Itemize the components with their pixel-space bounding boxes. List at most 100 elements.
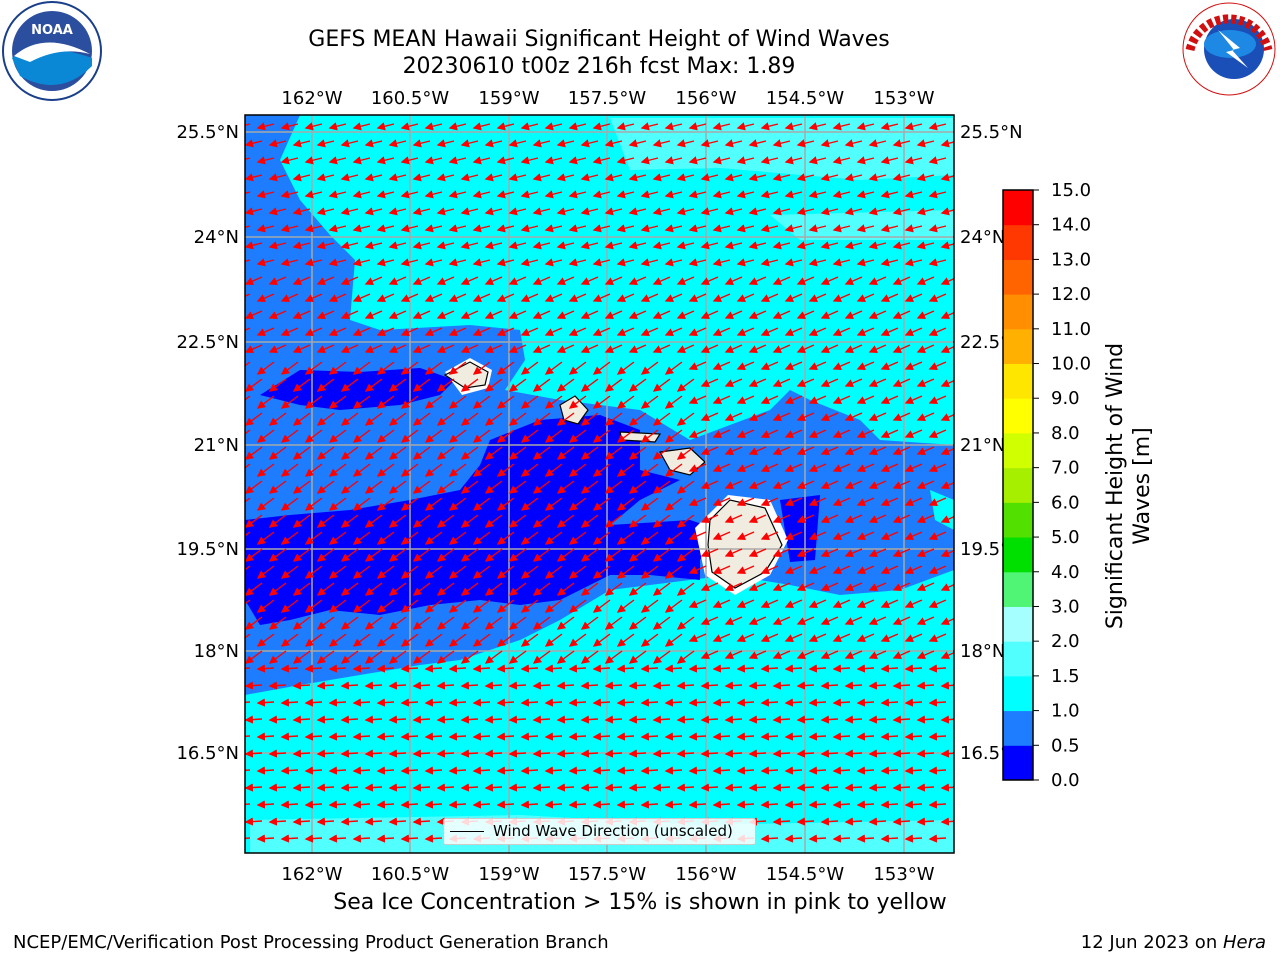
wave-direction-arrow bbox=[400, 565, 419, 579]
wave-direction-arrow bbox=[892, 173, 911, 182]
wave-direction-arrow bbox=[256, 531, 275, 545]
wave-direction-arrow bbox=[496, 732, 515, 741]
wave-direction-arrow bbox=[412, 412, 431, 426]
wave-direction-arrow bbox=[772, 378, 791, 388]
wave-direction-arrow bbox=[292, 412, 311, 426]
wave-direction-arrow bbox=[556, 715, 575, 724]
wave-direction-arrow bbox=[484, 207, 503, 216]
wave-direction-arrow bbox=[652, 173, 671, 182]
wave-direction-arrow bbox=[364, 817, 383, 826]
wave-direction-arrow bbox=[520, 633, 539, 647]
wave-direction-arrow bbox=[856, 766, 875, 775]
wave-direction-arrow bbox=[904, 497, 923, 507]
wave-direction-arrow bbox=[700, 582, 719, 592]
wave-direction-arrow bbox=[580, 207, 599, 216]
wave-direction-arrow bbox=[544, 429, 563, 443]
wave-direction-arrow bbox=[340, 378, 359, 392]
wave-direction-arrow bbox=[616, 633, 635, 647]
wave-direction-arrow bbox=[424, 732, 443, 741]
wave-direction-arrow bbox=[544, 463, 563, 477]
wave-direction-arrow bbox=[316, 650, 335, 664]
wave-direction-arrow bbox=[376, 258, 395, 267]
wave-direction-arrow bbox=[484, 241, 503, 250]
wave-direction-arrow bbox=[664, 463, 683, 477]
wave-direction-arrow bbox=[652, 749, 671, 758]
wave-direction-arrow bbox=[280, 293, 299, 303]
wave-direction-arrow bbox=[772, 817, 791, 826]
wave-direction-arrow bbox=[292, 139, 311, 148]
wave-direction-arrow bbox=[892, 378, 911, 388]
wave-direction-arrow bbox=[256, 293, 275, 303]
wave-direction-arrow bbox=[772, 241, 791, 250]
wave-direction-arrow bbox=[628, 241, 647, 250]
wave-direction-arrow bbox=[424, 463, 443, 477]
wave-direction-arrow bbox=[592, 565, 611, 579]
wave-direction-arrow bbox=[640, 463, 659, 477]
wave-direction-arrow bbox=[376, 224, 395, 233]
wave-direction-arrow bbox=[568, 497, 587, 511]
wave-direction-arrow bbox=[532, 715, 551, 724]
colorbar-tick-label: 13.0 bbox=[1051, 249, 1091, 270]
colorbar-tick-label: 7.0 bbox=[1051, 458, 1080, 479]
wave-direction-arrow bbox=[664, 497, 683, 511]
colorbar-segment bbox=[1003, 745, 1033, 781]
wave-direction-arrow bbox=[904, 698, 923, 707]
lat-tick-label-right: 18°N bbox=[960, 641, 1005, 662]
wave-direction-arrow bbox=[245, 225, 251, 228]
wave-direction-arrow bbox=[340, 207, 359, 216]
wave-direction-arrow bbox=[245, 395, 251, 401]
wave-direction-arrow bbox=[928, 497, 947, 507]
wave-direction-arrow bbox=[556, 582, 575, 596]
wave-direction-arrow bbox=[748, 749, 767, 758]
wave-direction-arrow bbox=[808, 800, 827, 809]
wave-direction-arrow bbox=[256, 395, 275, 409]
wave-direction-arrow bbox=[304, 565, 323, 579]
wave-direction-arrow bbox=[892, 412, 911, 422]
wave-direction-arrow bbox=[724, 582, 743, 592]
wave-direction-arrow bbox=[364, 650, 383, 664]
wave-direction-arrow bbox=[736, 395, 755, 405]
wave-direction-arrow bbox=[700, 681, 719, 690]
wave-direction-arrow bbox=[892, 616, 911, 626]
wave-direction-arrow bbox=[880, 698, 899, 707]
wave-direction-arrow bbox=[712, 361, 731, 371]
wave-direction-arrow bbox=[520, 766, 539, 775]
wave-direction-arrow bbox=[724, 378, 743, 388]
wave-direction-arrow bbox=[364, 749, 383, 758]
wave-direction-arrow bbox=[532, 378, 551, 392]
wave-direction-arrow bbox=[424, 565, 443, 579]
wave-direction-arrow bbox=[245, 599, 251, 605]
wave-direction-arrow bbox=[484, 173, 503, 182]
wave-direction-arrow bbox=[292, 783, 311, 792]
wave-direction-arrow bbox=[316, 276, 335, 286]
wave-direction-arrow bbox=[280, 633, 299, 647]
wave-direction-arrow bbox=[460, 139, 479, 148]
lat-tick-label-left: 25.5°N bbox=[176, 122, 239, 143]
wave-direction-arrow bbox=[844, 207, 863, 216]
wave-direction-arrow bbox=[304, 766, 323, 775]
wave-direction-arrow bbox=[808, 732, 827, 741]
wave-direction-arrow bbox=[868, 139, 887, 148]
wave-direction-arrow bbox=[820, 207, 839, 216]
wave-direction-arrow bbox=[424, 361, 443, 375]
wave-direction-arrow bbox=[448, 800, 467, 809]
wave-direction-arrow bbox=[880, 766, 899, 775]
wave-direction-arrow bbox=[916, 715, 935, 724]
wave-direction-arrow bbox=[712, 633, 731, 643]
wave-direction-arrow bbox=[245, 633, 251, 639]
wave-direction-arrow bbox=[304, 293, 323, 303]
wave-direction-arrow bbox=[784, 122, 803, 131]
colorbar-tick-label: 5.0 bbox=[1051, 527, 1080, 548]
wave-direction-arrow bbox=[784, 293, 803, 303]
wave-direction-arrow bbox=[532, 344, 551, 354]
wave-direction-arrow bbox=[292, 514, 311, 528]
wave-direction-arrow bbox=[688, 258, 707, 267]
wave-direction-arrow bbox=[340, 650, 359, 664]
wave-direction-arrow bbox=[712, 258, 731, 267]
wave-direction-arrow bbox=[268, 276, 287, 286]
wave-direction-arrow bbox=[628, 681, 647, 690]
wave-direction-arrow bbox=[484, 378, 503, 392]
wave-direction-arrow bbox=[256, 156, 275, 165]
wave-direction-arrow bbox=[568, 463, 587, 477]
wave-direction-arrow bbox=[496, 258, 515, 267]
